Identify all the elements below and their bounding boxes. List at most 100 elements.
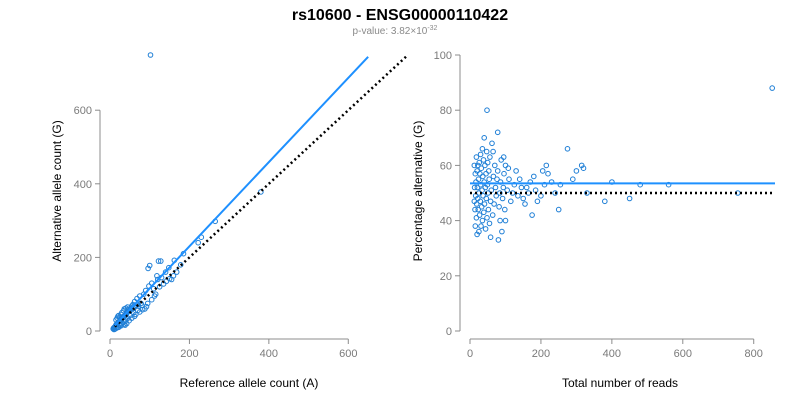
panel-2-data-point [478, 165, 485, 171]
panel-2-data-point [480, 173, 486, 180]
panel-2-data-point [482, 226, 489, 232]
panel-2-x-tick-label: 800 [745, 348, 763, 360]
panel-2-data-point [518, 184, 525, 191]
panel-2-data-point [534, 198, 541, 205]
panel-2-data-point [508, 198, 514, 205]
panel-2-data-point [602, 198, 608, 205]
panel-2-y-tick-label: 20 [440, 271, 452, 283]
panel-2-data-point [477, 170, 483, 177]
panel-2-data-point [626, 195, 633, 202]
panel-2-data-point [552, 190, 558, 196]
panel-2-data-point [483, 170, 489, 177]
panel-2-data-point [496, 204, 502, 210]
panel-1-data-point [162, 269, 169, 275]
panel-2-data-point [474, 231, 480, 238]
panel-1-x-axis-label: Reference allele count (A) [180, 376, 319, 390]
panel-1-axes: 0 200 400 600 0 200 400 600 [74, 105, 358, 360]
panel-1-reference-line [113, 54, 409, 328]
panel-2-y-tick-label: 80 [440, 105, 452, 117]
panel-1-data-point [146, 262, 153, 269]
panel-2-data-point [545, 170, 551, 177]
panel-2-data-point [474, 184, 481, 191]
panel-1-data-point [195, 239, 201, 246]
panel-2-data-point [499, 195, 506, 202]
panel-2-data-point [584, 190, 590, 196]
panel-2-data-point [523, 184, 530, 191]
panel-1-data-point [155, 258, 162, 264]
panel-1-y-tick-label: 400 [74, 179, 92, 191]
chart-title: rs10600 - ENSG00000110422 [292, 7, 508, 24]
panel-2-data-point [515, 193, 521, 199]
panel-2-y-tick-label: 60 [440, 160, 452, 172]
panel-2-data-point [497, 190, 503, 196]
panel-2-data-point [478, 223, 484, 229]
panel-2-data-point [482, 184, 489, 191]
panel-1-data-point [143, 303, 150, 310]
panel-2-data-point [487, 198, 494, 205]
panel-2-data-point [494, 176, 500, 182]
panel-1-data-point [148, 296, 155, 303]
panel-2-data-point [487, 154, 493, 160]
panel-2-data-point [480, 193, 486, 199]
panel-2-data-point [494, 129, 501, 136]
panel-1-data-point [154, 273, 160, 279]
panel-2-data-point [475, 162, 481, 169]
panel-2-axes: 0 200 400 600 800 0 20 40 60 80 100 [434, 50, 763, 360]
panel-2-data-point [492, 162, 498, 169]
panel-2-data-point [506, 176, 512, 182]
panel-2-data-point [486, 176, 493, 182]
panel-2-y-axis-label: Percentage alternative (G) [411, 121, 425, 262]
panel-1-data-point [123, 320, 130, 327]
panel-1-data-point [166, 264, 172, 271]
panel-2-data-point [480, 157, 487, 163]
panel-1-y-axis-label: Alternative allele count (G) [50, 120, 64, 261]
panel-2-data-point [499, 228, 505, 235]
panel-1-data-point [147, 52, 154, 58]
panel-2-data-point [529, 212, 535, 218]
panel-2-data-point [504, 187, 511, 193]
panel-2-data-point [502, 162, 509, 169]
panel-2-data-point [471, 198, 478, 205]
panel-2-data-point [485, 206, 492, 213]
panel-2-x-tick-label: 400 [603, 348, 621, 360]
panel-2-data-point [539, 168, 546, 174]
panel-2-data-point [578, 162, 585, 169]
panel-2-data-point [473, 154, 480, 160]
panel-2-data-point [502, 217, 509, 224]
panel-1-data-point [144, 300, 151, 307]
panel-1-data-point [124, 304, 131, 310]
panel-1-data-point [158, 258, 164, 264]
panel-1-y-tick-label: 0 [86, 326, 92, 338]
p-value-label: p-value: 3.82×10-32 [353, 25, 438, 37]
panel-2-x-tick-label: 0 [467, 348, 473, 360]
panel-1-fit-line [114, 56, 369, 327]
panel-2-data-point [487, 234, 494, 240]
panel-2-data-point [484, 159, 491, 166]
panel-2-data-point [494, 168, 501, 174]
panel-2-data-point [516, 176, 523, 182]
panel-2-data-point [472, 206, 478, 213]
panel-2-data-point [483, 148, 490, 155]
panel-2-data-point [481, 209, 487, 216]
panel-2-data-point [490, 173, 497, 180]
panel-2-data-point [475, 206, 482, 213]
panel-1-data-point [177, 262, 184, 268]
panel-2-data-point [471, 162, 478, 169]
panel-2-data-point [570, 176, 576, 182]
panel-2-data-point [501, 170, 507, 177]
panel-2-data-point [473, 215, 480, 221]
panel-2-x-tick-label: 200 [532, 348, 550, 360]
panel-2-data-point [500, 184, 507, 191]
panel-2-data-point [531, 173, 537, 180]
panel-2-data-point [476, 212, 483, 218]
panel-2-data-point [472, 223, 479, 229]
panel-1-x-tick-label: 400 [260, 348, 278, 360]
panel-2-x-axis-label: Total number of reads [562, 376, 678, 390]
panel-2-x-tick-label: 600 [674, 348, 692, 360]
panel-1-x-tick-label: 600 [339, 348, 357, 360]
panel-allele-counts: 0 200 400 600 0 200 400 600 Reference allele co… [50, 52, 409, 390]
panel-2-data-point [479, 217, 486, 224]
panel-1-x-tick-label: 200 [180, 348, 198, 360]
panel-2-data-point [481, 135, 488, 141]
